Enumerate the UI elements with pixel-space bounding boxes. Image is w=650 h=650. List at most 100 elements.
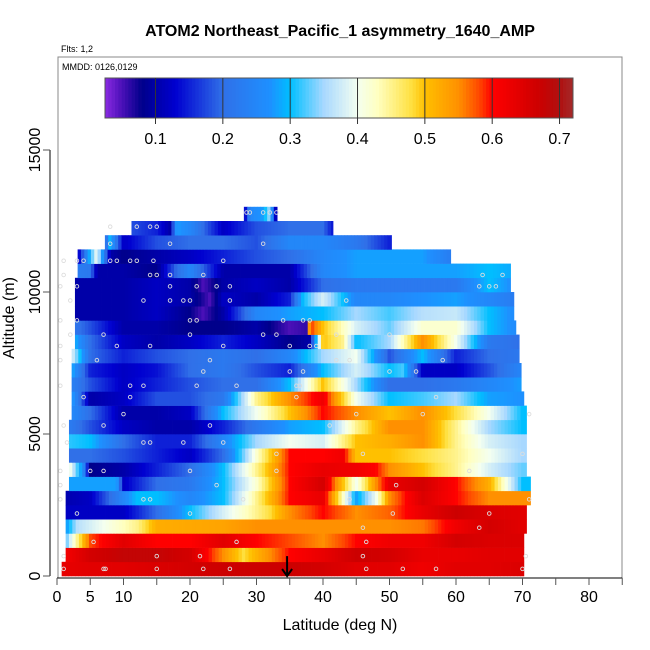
heatmap-cell <box>444 277 448 293</box>
heatmap-cell <box>348 533 352 548</box>
heatmap-cell <box>231 448 236 463</box>
heatmap-cell <box>142 419 146 435</box>
heatmap-cell <box>198 490 203 506</box>
heatmap-cell <box>424 277 428 293</box>
heatmap-cell <box>253 206 258 222</box>
heatmap-cell <box>301 320 305 335</box>
heatmap-cell <box>350 320 355 335</box>
heatmap-cell <box>317 405 322 421</box>
heatmap-cell <box>431 547 436 563</box>
heatmap-cell <box>354 320 358 335</box>
heatmap-cell <box>297 235 302 250</box>
heatmap-cell <box>271 292 275 307</box>
heatmap-cell <box>172 547 176 563</box>
heatmap-cell <box>477 448 482 463</box>
heatmap-cell <box>380 377 385 392</box>
heatmap-cell <box>141 348 146 364</box>
heatmap-cell <box>267 405 272 421</box>
heatmap-cell <box>328 462 333 477</box>
heatmap-cell <box>122 419 126 435</box>
heatmap-cell <box>114 377 119 392</box>
heatmap-cell <box>325 462 329 477</box>
heatmap-cell <box>241 490 246 506</box>
heatmap-cell <box>294 320 299 335</box>
heatmap-cell <box>451 519 456 534</box>
heatmap-cell <box>483 320 488 335</box>
heatmap-cell <box>367 320 372 335</box>
heatmap-cell <box>97 249 102 264</box>
heatmap-cell <box>204 320 209 335</box>
colorbar-segment <box>218 78 223 118</box>
heatmap-cell <box>398 434 402 449</box>
heatmap-cell <box>304 348 309 364</box>
heatmap-cell <box>357 391 362 406</box>
heatmap-cell <box>354 334 358 350</box>
colorbar-segment <box>492 78 497 118</box>
heatmap-cell <box>158 277 162 293</box>
heatmap-cell <box>521 419 525 435</box>
heatmap-cell <box>348 434 352 449</box>
heatmap-cell <box>234 334 239 350</box>
heatmap-cell <box>331 419 336 435</box>
heatmap-cell <box>271 334 275 350</box>
heatmap-cell <box>321 292 325 307</box>
heatmap-cell <box>315 490 319 506</box>
heatmap-cell <box>261 561 265 577</box>
heatmap-cell <box>487 476 492 492</box>
heatmap-cell <box>128 405 132 421</box>
heatmap-cell <box>241 561 245 577</box>
heatmap-cell <box>428 476 432 492</box>
heatmap-cell <box>234 377 239 392</box>
heatmap-cell <box>254 363 259 378</box>
heatmap-cell <box>287 306 292 321</box>
heatmap-cell <box>381 448 386 463</box>
heatmap-row <box>68 434 527 449</box>
colorbar-segment <box>546 78 550 118</box>
heatmap-cell <box>124 391 129 406</box>
heatmap-cell <box>172 505 176 520</box>
heatmap-cell <box>420 306 425 321</box>
heatmap-cell <box>101 334 106 350</box>
heatmap-cell <box>487 363 491 378</box>
heatmap-cell <box>125 448 130 463</box>
heatmap-cell <box>84 334 89 350</box>
heatmap-cell <box>135 547 140 563</box>
heatmap-cell <box>255 419 259 435</box>
heatmap-cell <box>281 434 286 449</box>
heatmap-cell <box>404 462 409 477</box>
heatmap-cell <box>91 320 96 335</box>
colorbar-segment <box>519 78 524 118</box>
heatmap-cell <box>481 434 485 449</box>
heatmap-cell <box>456 263 461 279</box>
heatmap-cell <box>247 235 252 250</box>
heatmap-cell <box>487 434 492 449</box>
heatmap-cell <box>494 519 499 534</box>
sample-point <box>214 482 219 488</box>
heatmap-cell <box>333 249 338 264</box>
heatmap-cell <box>181 221 186 236</box>
heatmap-row <box>68 476 531 492</box>
heatmap-cell <box>427 363 432 378</box>
heatmap-cell <box>450 391 455 406</box>
heatmap-cell <box>360 334 365 350</box>
heatmap-cell <box>407 306 412 321</box>
heatmap-cell <box>227 391 232 406</box>
heatmap-cell <box>403 249 408 264</box>
colorbar-segment <box>258 78 263 118</box>
y-tick-label: 0 <box>27 571 44 580</box>
sample-point <box>400 566 406 572</box>
heatmap-cell <box>271 306 275 321</box>
heatmap-cell <box>377 306 382 321</box>
heatmap-cell <box>277 405 282 421</box>
heatmap-cell <box>311 221 315 236</box>
heatmap-cell <box>194 405 199 421</box>
heatmap-cell <box>220 263 225 279</box>
heatmap-cell <box>380 277 385 293</box>
heatmap-cell <box>141 377 146 392</box>
heatmap-cell <box>162 434 166 449</box>
heatmap-cell <box>151 292 156 307</box>
heatmap-cell <box>507 277 511 293</box>
heatmap-cell <box>197 292 202 307</box>
heatmap-cell <box>441 476 446 492</box>
heatmap-cell <box>75 490 80 506</box>
